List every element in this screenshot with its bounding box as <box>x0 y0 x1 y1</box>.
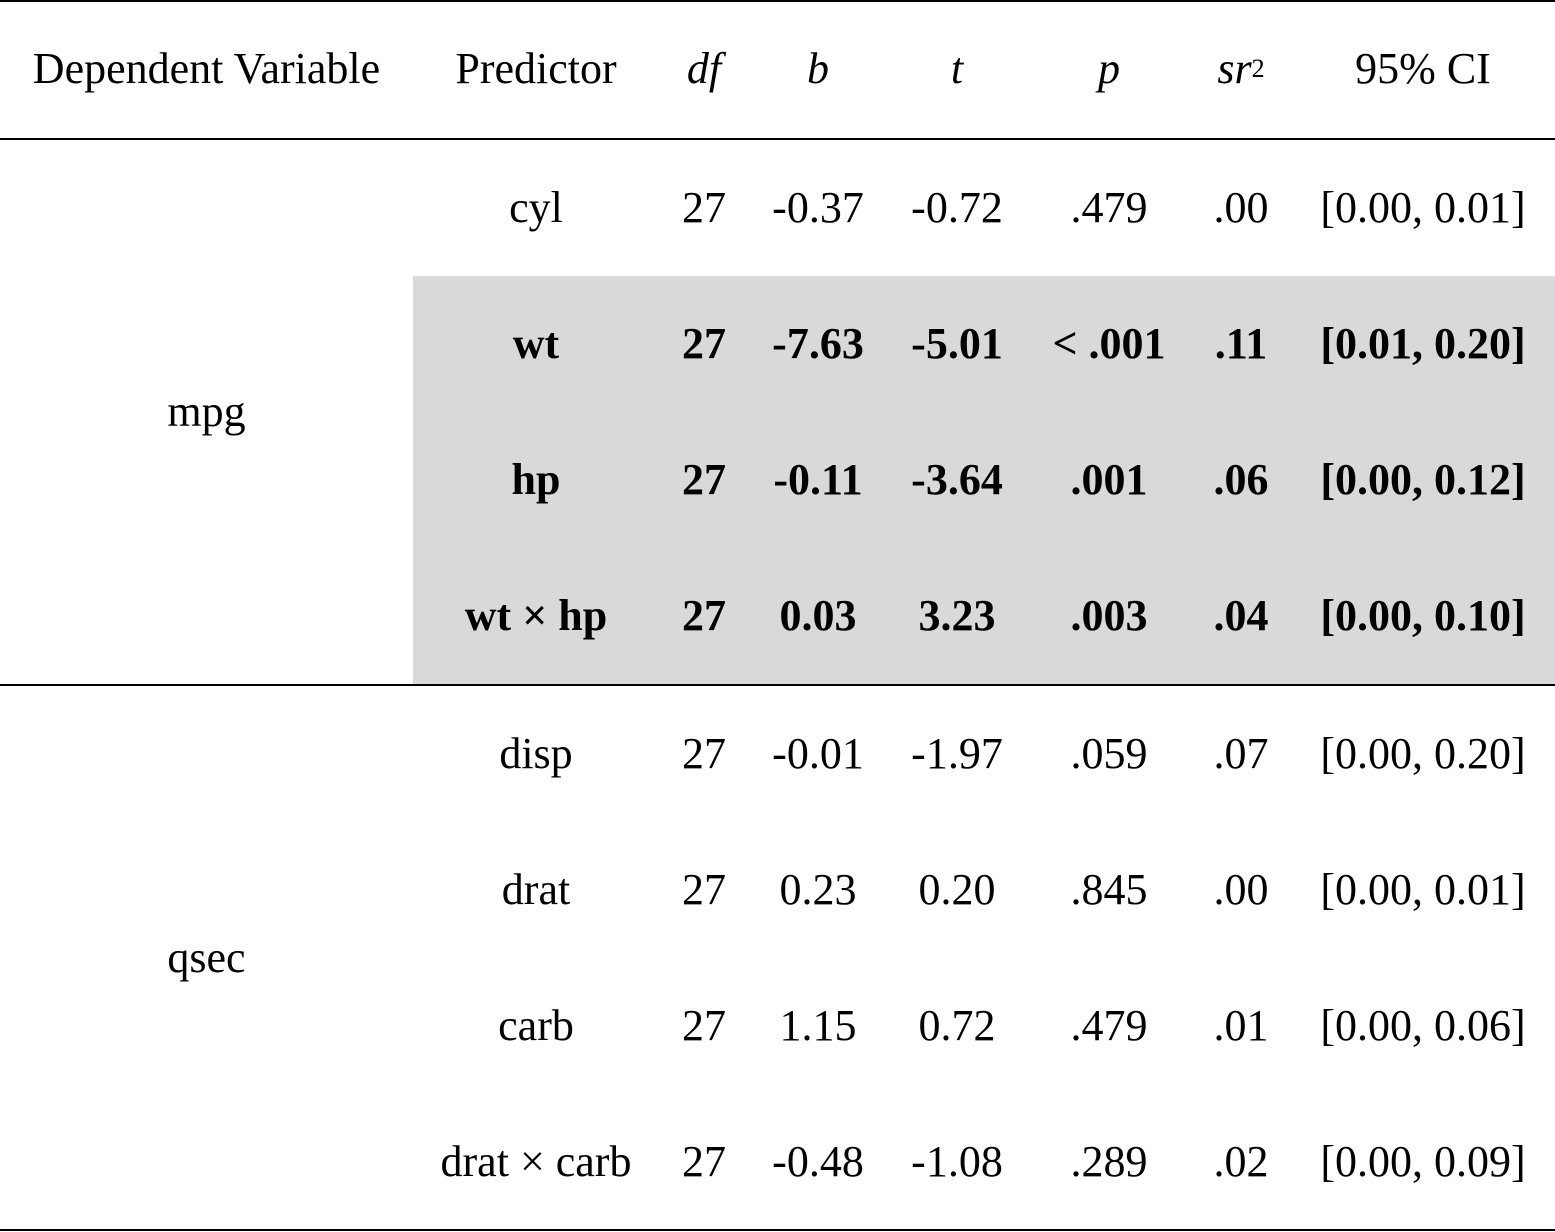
cell-sr2: .02 <box>1213 1136 1269 1186</box>
cell-predictor: hp <box>511 455 561 504</box>
cell-sr2: .00 <box>1213 183 1269 232</box>
cell-predictor: drat × carb <box>440 1136 632 1186</box>
cell-ci: [0.00, 0.09] <box>1320 1136 1526 1186</box>
cell-p: .003 <box>1070 591 1148 640</box>
cell-p: .479 <box>1070 1001 1148 1050</box>
cell-df: 27 <box>682 183 726 232</box>
cell-df: 27 <box>682 319 726 368</box>
cell-t: -3.64 <box>911 455 1003 504</box>
cell-predictor: wt <box>512 319 560 368</box>
cell-b: 1.15 <box>779 1001 857 1050</box>
cell-sr2: .07 <box>1213 729 1269 778</box>
cell-ci: [0.00, 0.01] <box>1320 183 1526 232</box>
cell-df: 27 <box>682 1001 726 1050</box>
header-predictor: Predictor <box>455 44 617 93</box>
cell-b: -0.48 <box>772 1136 864 1186</box>
cell-predictor: wt × hp <box>464 591 608 640</box>
cell-t: 0.20 <box>918 865 996 914</box>
cell-sr2: .11 <box>1214 319 1268 368</box>
bottom-rule <box>0 1229 1555 1231</box>
highlight-band <box>413 276 1555 685</box>
cell-ci: [0.00, 0.12] <box>1320 455 1526 504</box>
cell-b: 0.03 <box>779 591 857 640</box>
dv-label-qsec: qsec <box>167 932 246 982</box>
header-df: df <box>686 44 722 93</box>
cell-b: -7.63 <box>772 319 864 368</box>
group-divider-rule <box>0 684 1555 686</box>
cell-p: .289 <box>1070 1136 1148 1186</box>
cell-df: 27 <box>682 729 726 778</box>
header-rule <box>0 138 1555 140</box>
cell-df: 27 <box>682 591 726 640</box>
cell-sr2: .00 <box>1213 865 1269 914</box>
cell-sr2: .06 <box>1213 455 1269 504</box>
cell-predictor: drat <box>501 865 571 914</box>
header-p: p <box>1098 44 1120 93</box>
cell-t: 0.72 <box>918 1001 996 1050</box>
header-sr2-base: sr <box>1217 44 1252 93</box>
cell-t: -1.97 <box>911 729 1003 778</box>
cell-p: < .001 <box>1052 319 1166 368</box>
header-sr2: sr 2 <box>1217 44 1265 93</box>
dv-label-mpg: mpg <box>167 387 246 436</box>
cell-predictor: cyl <box>509 183 563 232</box>
cell-sr2: .01 <box>1213 1001 1269 1050</box>
cell-df: 27 <box>682 1136 726 1186</box>
cell-t: 3.23 <box>918 591 996 640</box>
header-dependent-variable: Dependent Variable <box>32 44 381 93</box>
cell-t: -0.72 <box>911 183 1003 232</box>
cell-b: -0.37 <box>772 183 864 232</box>
cell-b: 0.23 <box>779 865 857 914</box>
header-ci: 95% CI <box>1355 44 1491 93</box>
cell-p: .845 <box>1070 865 1148 914</box>
cell-ci: [0.00, 0.20] <box>1320 729 1526 778</box>
cell-ci: [0.00, 0.01] <box>1320 865 1526 914</box>
cell-b: -0.11 <box>773 455 863 504</box>
cell-ci: [0.00, 0.06] <box>1320 1001 1526 1050</box>
header-b: b <box>807 44 829 93</box>
cell-ci: [0.01, 0.20] <box>1320 319 1526 368</box>
cell-sr2: .04 <box>1213 591 1269 640</box>
cell-p: .479 <box>1070 183 1148 232</box>
cell-predictor: disp <box>499 729 573 778</box>
cell-p: .001 <box>1070 455 1148 504</box>
cell-t: -1.08 <box>911 1136 1003 1186</box>
top-rule <box>0 0 1555 2</box>
header-t: t <box>950 44 964 93</box>
cell-predictor: carb <box>498 1001 574 1050</box>
cell-t: -5.01 <box>911 319 1003 368</box>
cell-ci: [0.00, 0.10] <box>1320 591 1526 640</box>
cell-b: -0.01 <box>772 729 864 778</box>
cell-p: .059 <box>1070 729 1148 778</box>
cell-df: 27 <box>682 865 726 914</box>
cell-df: 27 <box>682 455 726 504</box>
